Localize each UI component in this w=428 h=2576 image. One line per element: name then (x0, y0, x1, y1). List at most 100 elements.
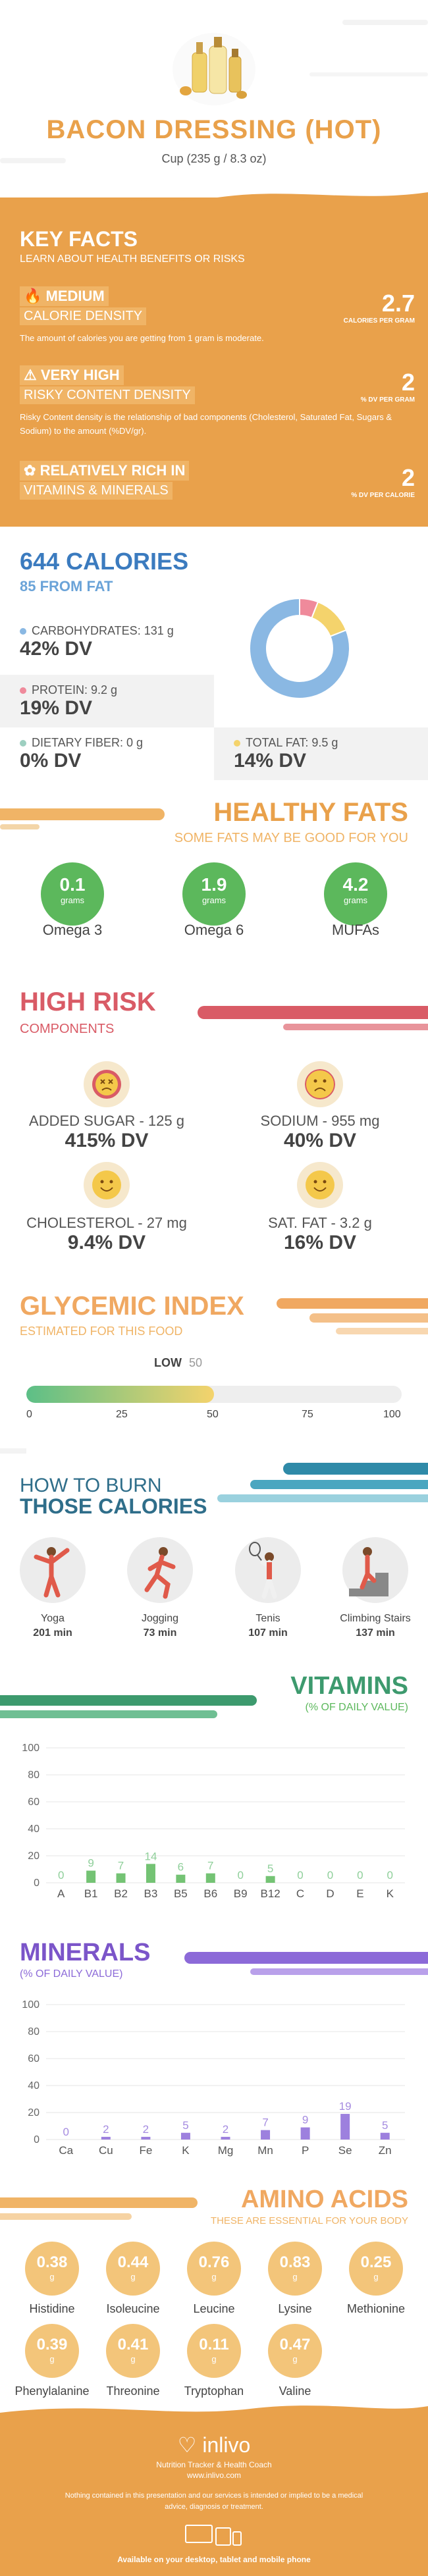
amino-value: 0.39 (36, 2336, 68, 2353)
legend-dot (234, 740, 240, 747)
fact-value: 2.7 CALORIES PER GRAM (344, 290, 415, 325)
y-tick-label: 0 (34, 1878, 40, 1889)
decor-bar (250, 1968, 428, 1975)
brand-name: inlivo (202, 2433, 251, 2457)
fact-vitamins-minerals: ✿ RELATIVELY RICH IN VITAMINS & MINERALS… (20, 461, 415, 500)
activity-name: Jogging (141, 1613, 179, 1624)
macro-fat: TOTAL FAT: 9.5 g 14% DV (234, 736, 338, 772)
bar-value-label: 0 (327, 1869, 333, 1881)
x-tick-label: B12 (261, 1887, 281, 1900)
happy-face-icon (84, 1162, 130, 1208)
amino-value: 0.11 (199, 2336, 229, 2353)
macro-label: CARBOHYDRATES: 131 g (32, 624, 174, 637)
fat-name: Omega 3 (42, 922, 103, 938)
macro-dv: 14% DV (234, 750, 307, 772)
glycemic-value: 50 (189, 1356, 203, 1369)
x-tick-label: Fe (139, 2144, 152, 2157)
fact-value-unit: % DV PER GRAM (360, 396, 415, 404)
amino-unit: g (292, 2354, 298, 2364)
amino-circle-histidine: 0.38 g (25, 2242, 79, 2296)
amino-title: AMINO ACIDS (240, 2186, 408, 2213)
decor-bar (0, 824, 40, 829)
decor-streak (342, 20, 428, 25)
y-tick-label: 100 (22, 1743, 40, 1754)
fat-value: 4.2 (342, 874, 369, 895)
donut-slice-carbohydrates (249, 597, 350, 699)
high-risk-subtitle: COMPONENTS (20, 1022, 115, 1036)
jogging-icon (127, 1537, 193, 1603)
amino-name: Tryptophan (184, 2384, 244, 2398)
amino-unit: g (49, 2272, 55, 2282)
bar-value-label: 9 (88, 1857, 94, 1870)
fat-value: 0.1 (59, 874, 86, 895)
macro-fiber: DIETARY FIBER: 0 g 0% DV (20, 736, 143, 772)
amino-value: 0.44 (117, 2253, 149, 2271)
amino-name: Lysine (278, 2302, 312, 2315)
decor-bar (309, 1313, 428, 1323)
available-text: Available on your desktop, tablet and mo… (117, 2555, 311, 2564)
bar-value-label: 2 (223, 2123, 228, 2136)
glycemic-tick: 100 (383, 1409, 401, 1420)
decor-streak (0, 158, 66, 163)
fat-omega6-circle: 1.9 grams (182, 862, 246, 926)
amino-name: Threonine (106, 2384, 160, 2398)
bar-value-label: 0 (63, 2126, 69, 2138)
bar-value-label: 0 (297, 1869, 303, 1881)
x-tick-label: D (326, 1887, 334, 1900)
leaf-icon: ✿ (24, 462, 36, 479)
activity-name: Tenis (255, 1613, 281, 1624)
tennis-icon (235, 1537, 301, 1603)
x-tick-label: B2 (114, 1887, 128, 1900)
macro-row-bg (214, 727, 428, 780)
bar-value-label: 2 (143, 2123, 149, 2136)
macro-carbs: CARBOHYDRATES: 131 g 42% DV (20, 624, 174, 660)
amino-value: 0.25 (360, 2253, 392, 2271)
fact-value: 2 % DV PER CALORIE (351, 464, 415, 499)
x-tick-label: Mg (218, 2144, 234, 2157)
brand-tagline: Nutrition Tracker & Health Coach (156, 2460, 272, 2469)
bar-fe (141, 2136, 151, 2140)
footer: ♡ inlivo Nutrition Tracker & Health Coac… (0, 2405, 428, 2576)
fact-calorie-density: 🔥 MEDIUM CALORIE DENSITY The amount of c… (20, 286, 415, 346)
macro-dv: 42% DV (20, 638, 93, 660)
fact-value-number: 2 (401, 464, 415, 491)
y-tick-label: 80 (28, 2026, 40, 2037)
minerals-bar-chart: 0 20 40 60 80 100 0 Ca 2 Cu 2 Fe 5 K 2 Mg 7 Mn 9 P 19 Se 5 Zn (22, 1999, 405, 2157)
bar-value-label: 5 (182, 2119, 188, 2132)
amino-unit: g (49, 2354, 55, 2364)
amino-name: Phenylalanine (14, 2384, 90, 2398)
fact-name: VITAMINS & MINERALS (20, 482, 173, 500)
amino-unit: g (211, 2272, 217, 2282)
bar-value-label: 0 (357, 1869, 363, 1881)
bar-value-label: 19 (339, 2100, 352, 2113)
decor-bar (0, 2213, 132, 2220)
brand-url[interactable]: www.inlivo.com (186, 2471, 242, 2480)
bar-zn (380, 2132, 390, 2140)
risk-label: ADDED SUGAR - 125 g (29, 1113, 184, 1129)
vitamins-subtitle: (% OF DAILY VALUE) (305, 1702, 408, 1713)
wave-divider (0, 2405, 428, 2419)
fat-omega3-circle: 0.1 grams (41, 862, 104, 926)
amino-circle-lysine: 0.83 g (268, 2242, 322, 2296)
decor-bar (217, 1494, 428, 1502)
devices-icon (0, 2523, 428, 2550)
y-tick-label: 20 (28, 1851, 40, 1862)
calories-donut-chart (249, 597, 350, 699)
x-tick-label: B1 (84, 1887, 98, 1900)
x-tick-label: C (296, 1887, 304, 1900)
fat-unit: grams (60, 895, 85, 905)
x-tick-label: B9 (234, 1887, 248, 1900)
burn-title-line1: HOW TO BURN (20, 1475, 162, 1496)
y-tick-label: 20 (28, 2107, 40, 2118)
activity-minutes: 137 min (356, 1627, 395, 1639)
x-tick-label: P (302, 2144, 309, 2157)
fact-value-number: 2.7 (381, 290, 415, 317)
amino-circle-tryptophan: 0.11 g (187, 2324, 241, 2378)
bar-value-label: 2 (103, 2123, 109, 2136)
decor-bar (283, 1024, 428, 1030)
key-facts-title: KEY FACTS (20, 227, 138, 251)
x-tick-label: B5 (174, 1887, 188, 1900)
amino-name: Histidine (29, 2302, 75, 2315)
x-tick-label: B6 (203, 1887, 217, 1900)
bar-value-label: 7 (118, 1860, 124, 1872)
